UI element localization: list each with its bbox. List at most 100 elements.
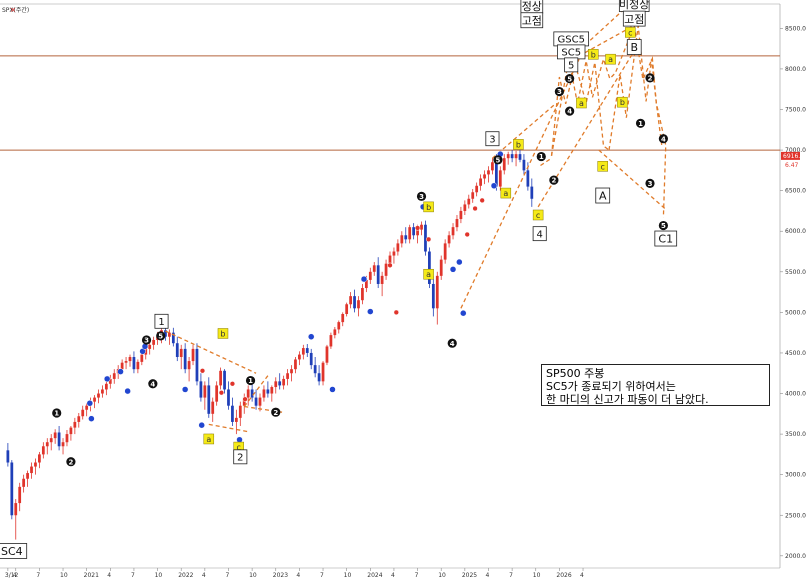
wave-trendline bbox=[598, 149, 667, 210]
candle-body bbox=[124, 361, 128, 363]
subwave-box bbox=[597, 161, 608, 172]
candle-body bbox=[498, 170, 502, 187]
x-tick-label: 2026 bbox=[556, 572, 571, 579]
wave-label-text: SC5 bbox=[561, 48, 581, 59]
x-tick-label: 4 bbox=[107, 572, 111, 579]
candle-body bbox=[53, 432, 57, 439]
candle-body bbox=[274, 381, 278, 388]
minor-wave-marker-red bbox=[472, 205, 478, 212]
y-tick-label: 6000.0 bbox=[785, 228, 806, 235]
minor-wave-marker bbox=[367, 308, 374, 315]
y-tick-label: 4500.0 bbox=[785, 350, 806, 357]
wave-count-label: 1 bbox=[248, 377, 253, 385]
header-close-icon[interactable]: × bbox=[10, 6, 16, 14]
subwave-box bbox=[500, 187, 512, 199]
candle-body bbox=[215, 385, 219, 402]
wave-count-label: 4 bbox=[450, 340, 455, 348]
minor-wave-marker bbox=[449, 266, 457, 273]
wave-label-box bbox=[532, 226, 547, 242]
candle-body bbox=[227, 389, 230, 406]
x-tick-label: 4 bbox=[296, 572, 300, 579]
candle-body bbox=[404, 235, 408, 240]
candle-body bbox=[333, 329, 337, 336]
x-tick-label: 7 bbox=[509, 572, 513, 579]
wave-count-marker bbox=[52, 408, 62, 418]
subwave-label: c bbox=[601, 162, 605, 171]
wave-count-marker bbox=[156, 331, 166, 341]
candle-body bbox=[392, 251, 396, 256]
subwave-label: a bbox=[579, 99, 584, 108]
subwave-box bbox=[423, 201, 434, 213]
candle-body bbox=[65, 434, 69, 443]
x-tick-label: 4 bbox=[202, 572, 206, 579]
candle-body bbox=[372, 265, 376, 272]
candle-body bbox=[301, 348, 305, 355]
minor-wave-marker-red bbox=[199, 368, 206, 374]
candle-body bbox=[108, 378, 112, 384]
candle-body bbox=[73, 421, 77, 428]
subwave-box bbox=[423, 268, 434, 280]
candle-body bbox=[396, 243, 400, 252]
candle-body bbox=[22, 478, 26, 487]
candle-body bbox=[258, 397, 262, 406]
candle-body bbox=[479, 178, 482, 186]
wave-projection-path bbox=[608, 25, 663, 151]
candle-body bbox=[475, 185, 479, 193]
minor-wave-marker bbox=[307, 333, 315, 340]
wave-count-marker bbox=[447, 338, 457, 348]
x-tick-label: 7 bbox=[36, 572, 40, 579]
minor-wave-marker bbox=[124, 387, 131, 395]
x-tick-label: 7 bbox=[415, 572, 419, 579]
minor-wave-marker bbox=[460, 309, 467, 317]
candle-body bbox=[112, 373, 116, 379]
subwave-box bbox=[203, 433, 215, 445]
candle-body bbox=[400, 235, 404, 244]
x-tick-label: 10 bbox=[155, 572, 163, 579]
minor-wave-marker-red bbox=[218, 390, 225, 396]
wave-count-label: 3 bbox=[144, 337, 149, 345]
candle-body bbox=[345, 304, 349, 314]
wave-count-marker bbox=[645, 73, 655, 83]
wave-label-text: 비정상 bbox=[619, 0, 649, 11]
wave-count-marker bbox=[565, 74, 575, 84]
x-tick-label: 7 bbox=[320, 572, 324, 579]
candle-body bbox=[408, 227, 412, 240]
annotation-box: SP500 주봉 SC5가 종료되기 위하여서는 한 마디의 신고가 파동이 더… bbox=[541, 364, 770, 406]
wave-label-text: B bbox=[630, 41, 638, 54]
x-tick-label: 4 bbox=[485, 572, 489, 579]
subwave-box bbox=[217, 328, 229, 339]
wave-trendline bbox=[578, 20, 643, 57]
subwave-label: b bbox=[220, 329, 225, 338]
candle-body bbox=[262, 389, 266, 398]
wave-label-box bbox=[0, 543, 28, 559]
candle-body bbox=[494, 162, 498, 187]
candle-body bbox=[57, 432, 61, 447]
wave-count-marker bbox=[493, 155, 503, 165]
subwave-label: b bbox=[620, 98, 625, 107]
wave-count-marker bbox=[148, 379, 158, 389]
candle-body bbox=[41, 446, 45, 455]
subwave-label: a bbox=[608, 55, 613, 64]
candle-body bbox=[231, 405, 234, 422]
wave-count-marker bbox=[635, 118, 646, 128]
wave-count-marker bbox=[66, 457, 76, 467]
candle-body bbox=[361, 288, 364, 301]
candle-body bbox=[168, 332, 171, 337]
wave-count-label: 4 bbox=[661, 135, 666, 143]
wave-count-marker bbox=[245, 375, 256, 386]
wave-label-box bbox=[154, 313, 169, 329]
candle-body bbox=[455, 219, 459, 228]
x-tick-label: 7 bbox=[131, 572, 135, 579]
wave-label-box bbox=[564, 57, 579, 73]
wave-count-marker bbox=[565, 106, 575, 116]
candle-body bbox=[459, 210, 463, 220]
candle-body bbox=[483, 174, 486, 179]
subwave-label: a bbox=[503, 189, 508, 198]
subwave-label: b bbox=[591, 50, 596, 59]
candle-body bbox=[349, 296, 352, 305]
candle-body bbox=[104, 383, 108, 390]
wave-label-text: GSC5 bbox=[557, 35, 584, 46]
candle-body bbox=[384, 263, 388, 276]
candle-body bbox=[412, 227, 416, 236]
